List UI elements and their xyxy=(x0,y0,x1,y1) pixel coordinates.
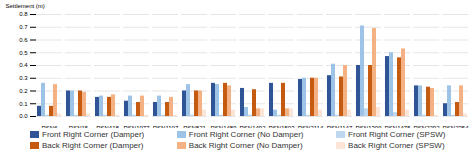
svg-text:0.7: 0.7 xyxy=(19,24,28,30)
svg-text:0.3: 0.3 xyxy=(19,75,28,81)
svg-text:RSN1147: RSN1147 xyxy=(327,125,353,128)
svg-text:0.2: 0.2 xyxy=(19,88,28,94)
svg-text:RSN821: RSN821 xyxy=(183,125,206,128)
svg-text:RSN1475: RSN1475 xyxy=(384,125,411,128)
svg-text:RSN15: RSN15 xyxy=(69,125,89,128)
svg-text:RSN1107: RSN1107 xyxy=(153,125,179,128)
svg-text:0.0: 0.0 xyxy=(19,113,28,119)
svg-text:0.6: 0.6 xyxy=(19,37,28,43)
svg-text:RSN2292: RSN2292 xyxy=(413,125,440,128)
svg-text:0.8: 0.8 xyxy=(19,11,28,17)
html-text:Back Right Corner (Damper): Back Right Corner (Damper) xyxy=(42,141,144,150)
svg-text:0.1: 0.1 xyxy=(19,101,28,107)
svg-text:RSN418: RSN418 xyxy=(96,125,119,128)
svg-text:RSN1077: RSN1077 xyxy=(123,125,150,128)
svg-text:RSN1503: RSN1503 xyxy=(268,125,295,128)
svg-text:RSN6: RSN6 xyxy=(41,125,58,128)
svg-text:RSN1489: RSN1489 xyxy=(210,125,237,128)
html-text:Front Right Corner (Damper): Front Right Corner (Damper) xyxy=(42,130,145,139)
svg-text:RSN2114: RSN2114 xyxy=(298,125,324,128)
svg-text:RSN1309: RSN1309 xyxy=(355,125,382,128)
svg-text:Settlement (m): Settlement (m) xyxy=(6,3,45,9)
svg-text:RSN1492: RSN1492 xyxy=(239,125,266,128)
html-text:Front Right Corner (SPSW): Front Right Corner (SPSW) xyxy=(348,130,446,139)
svg-text:0.5: 0.5 xyxy=(19,50,28,56)
html-text:Back Right Corner (SPSW): Back Right Corner (SPSW) xyxy=(348,141,445,150)
html-text:Back Right Corner (No Damper): Back Right Corner (No Damper) xyxy=(188,141,303,150)
svg-text:RSN2354: RSN2354 xyxy=(442,125,469,128)
html-text:Front Right Corner (No Damper): Front Right Corner (No Damper) xyxy=(188,130,304,139)
svg-text:0.4: 0.4 xyxy=(19,62,28,68)
